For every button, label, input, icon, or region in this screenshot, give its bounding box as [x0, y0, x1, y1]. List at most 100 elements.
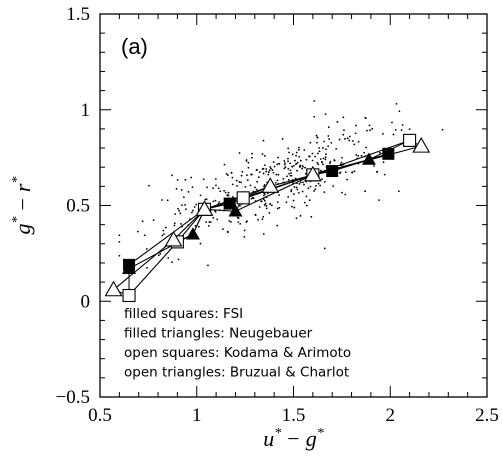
background-point — [363, 151, 366, 154]
background-point — [325, 153, 327, 156]
background-point — [293, 164, 295, 167]
background-point — [251, 152, 254, 155]
background-point — [344, 171, 347, 174]
background-point — [208, 221, 211, 223]
background-point — [236, 216, 239, 219]
background-point — [311, 159, 314, 162]
background-point — [342, 116, 345, 119]
background-point — [368, 124, 371, 127]
background-point — [148, 184, 150, 187]
background-point — [258, 171, 261, 174]
background-point — [247, 166, 250, 169]
background-point — [223, 189, 226, 192]
background-point — [287, 160, 289, 163]
x-label-operator: − — [287, 426, 299, 451]
marker-filled-triangle — [122, 261, 137, 274]
background-point — [316, 141, 318, 144]
marker-open-triangle — [261, 177, 280, 193]
background-point — [296, 188, 299, 191]
marker-open-square — [122, 288, 136, 303]
background-point — [227, 194, 230, 197]
background-point — [378, 199, 380, 202]
background-point — [293, 206, 296, 209]
x-tick-label: 2.5 — [475, 405, 499, 426]
background-point — [302, 165, 304, 168]
background-point — [287, 196, 290, 198]
tick-labels-layer: 0.5 1 1.5 2 2.5 −0.5 0 0.5 1 1.5 — [56, 4, 499, 426]
background-point — [276, 179, 279, 182]
background-point — [320, 160, 323, 163]
background-point — [316, 136, 319, 139]
background-point — [298, 183, 301, 185]
background-point — [277, 173, 280, 176]
marker-filled-triangle — [185, 227, 200, 240]
background-point — [299, 181, 302, 184]
background-point — [354, 132, 357, 135]
background-point — [277, 156, 279, 159]
background-point — [304, 172, 307, 175]
background-point — [268, 211, 271, 214]
background-point — [318, 150, 321, 153]
background-point — [163, 233, 165, 235]
background-point — [299, 159, 302, 162]
background-point — [323, 247, 326, 250]
background-point — [164, 226, 167, 229]
marker-open-triangle — [303, 165, 322, 182]
background-point — [382, 133, 384, 135]
background-point — [303, 149, 306, 151]
background-point — [173, 224, 176, 227]
background-point — [239, 205, 241, 207]
y-label-left-sup: * — [10, 216, 25, 223]
background-point — [395, 102, 398, 105]
background-point — [304, 166, 306, 169]
background-point — [246, 179, 249, 182]
background-point — [441, 128, 444, 131]
background-point — [355, 153, 358, 156]
background-point — [394, 129, 397, 131]
background-point — [400, 129, 403, 131]
background-point — [290, 172, 292, 175]
background-point — [262, 215, 265, 218]
background-point — [268, 169, 271, 172]
background-point — [319, 184, 322, 187]
background-point — [180, 189, 183, 191]
y-label-left-var: g — [10, 223, 35, 234]
background-point — [274, 181, 277, 184]
background-point — [293, 186, 296, 188]
background-point — [287, 178, 290, 181]
background-point — [353, 170, 356, 173]
background-point — [273, 165, 276, 168]
background-point — [260, 200, 262, 203]
background-point — [309, 141, 312, 144]
background-point — [215, 184, 217, 187]
background-point — [275, 173, 278, 176]
background-point — [243, 235, 246, 238]
background-point — [240, 181, 242, 184]
background-point — [314, 155, 317, 158]
background-point — [136, 230, 139, 233]
background-point — [283, 167, 286, 170]
background-point — [297, 148, 300, 151]
background-point — [295, 163, 297, 166]
background-point — [322, 147, 324, 149]
background-point — [391, 121, 393, 124]
background-point — [230, 220, 232, 223]
background-point — [324, 156, 327, 159]
background-point — [319, 158, 322, 160]
background-point — [174, 213, 177, 215]
background-point — [327, 126, 330, 129]
y-tick-label: 0 — [81, 291, 91, 312]
background-point — [214, 178, 217, 180]
background-point — [401, 124, 404, 126]
background-point — [335, 147, 338, 150]
background-point — [340, 161, 343, 164]
background-point — [171, 174, 173, 177]
background-point — [283, 160, 286, 162]
background-point — [351, 171, 354, 174]
background-point — [231, 176, 234, 179]
background-point — [346, 137, 349, 140]
background-point — [364, 116, 367, 119]
background-point — [301, 190, 304, 193]
background-point — [141, 220, 144, 223]
